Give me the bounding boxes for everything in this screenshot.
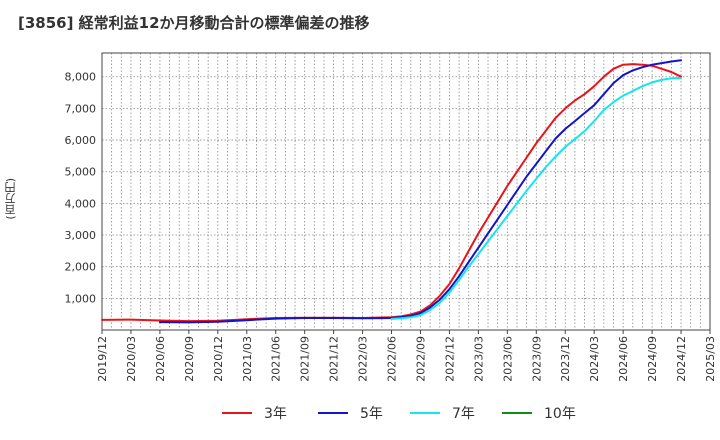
x-tick-label: 2022/06 [386, 336, 399, 382]
x-tick-label: 2020/03 [125, 336, 138, 382]
plot-frame [101, 52, 711, 331]
x-tick-label: 2023/09 [530, 336, 543, 382]
x-tick-label: 2024/09 [646, 336, 659, 382]
y-tick-label: 2,000 [65, 261, 97, 274]
x-tick-label: 2023/06 [501, 336, 514, 382]
y-tick-label: 6,000 [65, 134, 97, 147]
y-tick-label: 3,000 [65, 229, 97, 242]
x-tick-label: 2020/12 [212, 336, 225, 382]
y-tick-label: 4,000 [65, 197, 97, 210]
x-tick-label: 2019/12 [96, 336, 109, 382]
x-tick-label: 2021/03 [241, 336, 254, 382]
series-line-3 [390, 77, 682, 320]
series-line-2 [158, 59, 682, 324]
x-tick-label: 2020/06 [154, 336, 167, 382]
x-tick-label: 2024/12 [675, 336, 688, 382]
x-tick-label: 2022/09 [414, 336, 427, 382]
x-tick-label: 2021/09 [299, 336, 312, 382]
x-tick-label: 2024/06 [617, 336, 630, 382]
y-tick-label: 1,000 [65, 292, 97, 305]
legend-label-3: 7年 [452, 406, 475, 422]
chart-title: [3856] 経常利益12か月移動合計の標準偏差の推移 [18, 14, 370, 32]
x-tick-label: 2021/12 [328, 336, 341, 382]
y-tick-label: 8,000 [65, 71, 97, 84]
x-tick-label: 2023/03 [472, 336, 485, 382]
legend-label-2: 5年 [360, 406, 383, 422]
legend-label-1: 3年 [264, 406, 287, 422]
y-tick-label: 7,000 [65, 102, 97, 115]
y-tick-label: 5,000 [65, 166, 97, 179]
plot-area [102, 53, 710, 330]
x-tick-label: 2021/06 [270, 336, 283, 382]
x-tick-label: 2025/03 [704, 336, 717, 382]
x-tick-label: 2022/03 [357, 336, 370, 382]
x-tick-label: 2022/12 [443, 336, 456, 382]
x-tick-label: 2020/09 [183, 336, 196, 382]
legend-label-4: 10年 [544, 406, 576, 422]
x-tick-label: 2023/12 [559, 336, 572, 382]
x-tick-label: 2024/03 [588, 336, 601, 382]
